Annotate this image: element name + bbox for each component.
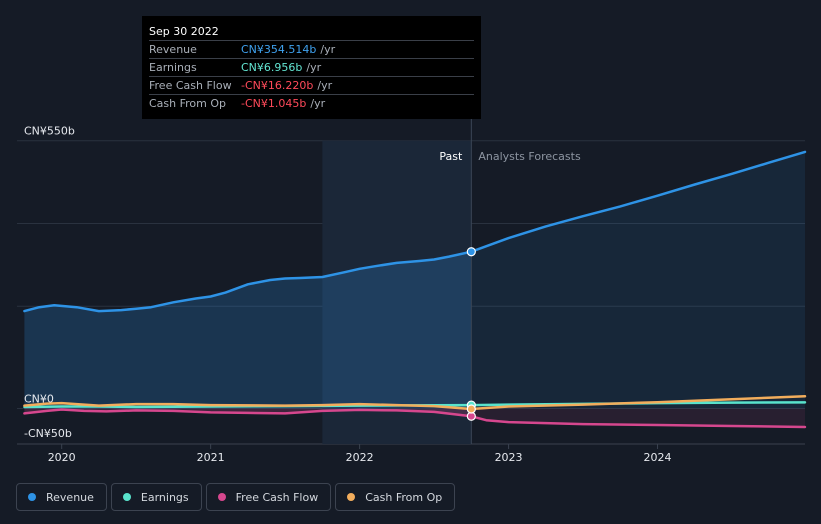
legend-item-free-cash-flow[interactable]: Free Cash Flow <box>205 483 332 511</box>
tooltip-value: -CN¥16.220b <box>241 79 314 92</box>
past-highlight-band <box>322 140 472 444</box>
hover-tooltip: Sep 30 2022 Revenue CN¥354.514b /yr Earn… <box>142 16 481 119</box>
legend-item-cash-from-op[interactable]: Cash From Op <box>335 483 456 511</box>
series-line <box>23 395 807 411</box>
x-tick-label: 2023 <box>495 451 523 464</box>
y-tick-label: CN¥550b <box>24 125 75 138</box>
tooltip-label: Revenue <box>149 43 197 56</box>
legend-label: Cash From Op <box>365 490 443 504</box>
tooltip-value: CN¥6.956b <box>241 61 303 74</box>
legend-item-earnings[interactable]: Earnings <box>110 483 202 511</box>
series-line <box>23 408 807 429</box>
tooltip-unit: /yr <box>306 61 322 74</box>
x-tick-label: 2024 <box>644 451 672 464</box>
legend-dot-icon <box>122 493 131 501</box>
past-label: Past <box>439 150 463 163</box>
series-area-forecast <box>471 151 805 409</box>
series-area-past <box>24 251 472 409</box>
tooltip-unit: /yr <box>310 97 326 110</box>
legend-item-revenue[interactable]: Revenue <box>16 483 107 511</box>
tooltip-unit: /yr <box>320 43 336 56</box>
legend-label: Free Cash Flow <box>235 490 319 504</box>
series-marker <box>466 404 476 414</box>
legend-dot-icon <box>217 493 226 501</box>
tooltip-row-free-cash-flow: Free Cash Flow -CN¥16.220b /yr <box>149 76 474 94</box>
x-tick-label: 2021 <box>197 451 225 464</box>
tooltip-label: Free Cash Flow <box>149 79 232 92</box>
legend: Revenue Earnings Free Cash Flow Cash Fro… <box>16 483 456 511</box>
legend-dot-icon <box>28 493 36 501</box>
tooltip-row-revenue: Revenue CN¥354.514b /yr <box>149 40 474 58</box>
x-tick-label: 2020 <box>48 451 76 464</box>
tooltip-row-earnings: Earnings CN¥6.956b /yr <box>149 58 474 76</box>
tooltip-label: Earnings <box>149 61 197 74</box>
legend-label: Revenue <box>46 490 94 504</box>
legend-dot-icon <box>347 493 356 501</box>
tooltip-row-cash-from-op: Cash From Op -CN¥1.045b /yr <box>149 94 474 112</box>
series-marker <box>466 247 476 257</box>
tooltip-value: -CN¥1.045b <box>241 97 307 110</box>
y-tick-label: -CN¥50b <box>24 427 72 440</box>
tooltip-label: Cash From Op <box>149 97 227 110</box>
tooltip-date: Sep 30 2022 <box>149 25 219 38</box>
series-line <box>23 150 807 313</box>
y-tick-label: CN¥0 <box>24 392 54 405</box>
x-tick-label: 2022 <box>346 451 374 464</box>
tooltip-value: CN¥354.514b <box>241 43 317 56</box>
legend-label: Earnings <box>140 490 189 504</box>
forecast-label: Analysts Forecasts <box>478 150 581 163</box>
tooltip-unit: /yr <box>317 79 333 92</box>
